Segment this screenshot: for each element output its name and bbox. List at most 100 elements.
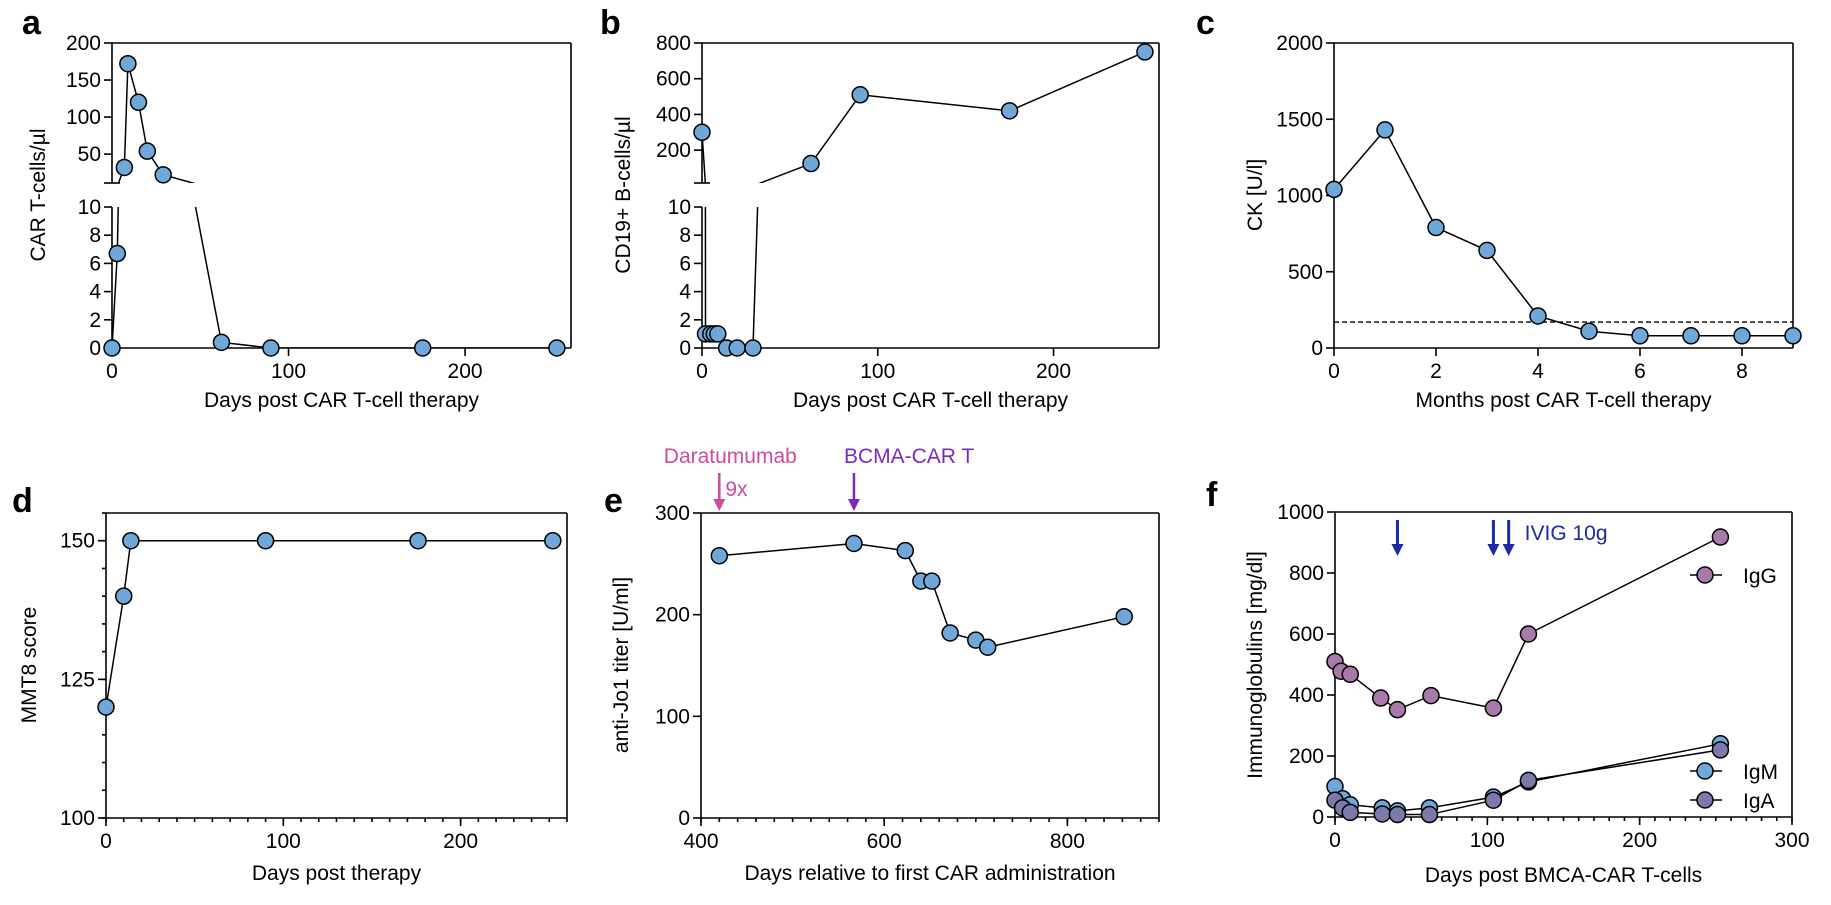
data-point (744, 339, 762, 357)
data-point (544, 531, 562, 550)
y-tick-label: 200 (1289, 745, 1324, 768)
y-tick-label: 150 (60, 530, 95, 553)
x-tick-label: 0 (1329, 829, 1341, 852)
annotation-label: IVIG 10g (1525, 522, 1608, 545)
arrow-head-icon (713, 499, 726, 511)
y-axis-title: CAR T-cells/µl (27, 128, 50, 261)
data-point (115, 158, 134, 177)
x-axis-title: Months post CAR T-cell therapy (1415, 389, 1712, 412)
y-tick-label: 2 (89, 309, 101, 332)
data-point (845, 534, 863, 553)
x-tick-label: 400 (683, 830, 718, 853)
series-line-cd19-b-cells (701, 51, 1146, 183)
data-point (710, 546, 729, 565)
x-tick-label: 200 (443, 830, 478, 853)
data-point (1784, 327, 1802, 345)
y-tick-label: 0 (89, 337, 101, 360)
data-point (103, 339, 121, 357)
y-tick-label: 400 (1289, 684, 1324, 707)
x-tick-label: 100 (271, 360, 306, 383)
data-point (1341, 665, 1359, 684)
data-point (119, 54, 137, 73)
y-tick-label: 500 (1288, 261, 1323, 284)
x-tick-label: 0 (696, 360, 708, 383)
legend-label: IgA (1743, 790, 1775, 813)
data-point (1371, 689, 1390, 707)
panel-b: b 0 2 4 6 8 10 200 400 600 800 0 100 200 Days post CAR… (600, 4, 1160, 412)
y-tick-label: 2000 (1276, 32, 1323, 55)
y-axis-title: CK [U/l] (1244, 159, 1267, 231)
x-tick-label: 200 (1036, 360, 1071, 383)
y-tick-label: 50 (78, 143, 101, 166)
data-point (1711, 528, 1730, 546)
data-point (1682, 327, 1700, 345)
data-point (851, 86, 869, 104)
panel-e: e 0 100 200 300 400 600 800 Days relative to fir… (604, 445, 1160, 885)
y-tick-label: 200 (656, 139, 691, 162)
data-point (1388, 805, 1407, 824)
x-axis-title: Days post BMCA-CAR T-cells (1425, 864, 1702, 887)
data-point (97, 698, 115, 716)
data-point (1427, 218, 1445, 237)
legend-label: IgG (1743, 565, 1777, 588)
legend-marker (1696, 762, 1714, 780)
data-point (1478, 241, 1496, 260)
data-point (154, 166, 172, 184)
arrow-head-icon (847, 499, 860, 511)
y-tick-label: 600 (1289, 623, 1324, 646)
y-tick-label: 8 (679, 224, 691, 247)
data-point (802, 154, 820, 173)
data-point (108, 244, 127, 263)
x-tick-label: 0 (106, 360, 118, 383)
arrow-head-icon (1502, 544, 1515, 556)
data-point (923, 572, 941, 590)
y-tick-label: 8 (89, 224, 101, 247)
x-tick-label: 8 (1736, 360, 1748, 383)
x-tick-label: 0 (1328, 360, 1340, 383)
data-point (1422, 686, 1440, 705)
y-tick-label: 6 (679, 252, 691, 275)
legend-marker (1696, 791, 1714, 809)
series-line-cd19-b-cells (704, 207, 759, 348)
legend-marker (1696, 566, 1714, 584)
x-axis-title: Days post therapy (252, 862, 422, 885)
data-point (256, 531, 275, 550)
data-point (978, 638, 997, 656)
x-tick-label: 300 (1774, 829, 1809, 852)
panel-letter: c (1196, 4, 1215, 42)
x-axis-title: Days post CAR T-cell therapy (204, 389, 480, 412)
annotation-label: Daratumumab (664, 445, 797, 468)
data-point (548, 339, 566, 357)
arrow-head-icon (1391, 544, 1404, 556)
data-point (1484, 699, 1503, 717)
y-tick-label: 100 (66, 106, 101, 129)
y-tick-label: 800 (656, 32, 691, 55)
panel-f: f 0 200 400 600 800 1000 0 100 200 300 Days post BM… (1206, 476, 1810, 887)
y-tick-label: 0 (1312, 806, 1324, 829)
y-tick-label: 300 (655, 502, 690, 525)
x-tick-label: 200 (448, 360, 483, 383)
x-tick-label: 6 (1634, 360, 1646, 383)
data-point (1136, 43, 1154, 61)
data-point (262, 339, 280, 357)
panel-c: c 0 500 1000 1500 2000 0 2 4 6 8 Months post CAR T-… (1196, 4, 1802, 412)
series-line-car-t-cells (117, 63, 196, 183)
panel-letter: b (600, 4, 621, 42)
y-axis-title: Immunoglobulins [mg/dl] (1244, 551, 1267, 779)
annotation-sublabel: 9x (725, 478, 748, 501)
y-tick-label: 4 (679, 281, 691, 304)
x-tick-label: 4 (1532, 360, 1544, 383)
y-tick-label: 4 (89, 281, 101, 304)
x-tick-label: 800 (1050, 830, 1085, 853)
x-tick-label: 100 (266, 830, 301, 853)
x-tick-label: 100 (860, 360, 895, 383)
data-point (1000, 102, 1019, 120)
data-point (1519, 625, 1538, 643)
data-point (1711, 741, 1730, 759)
y-axis-title: CD19+ B-cells/µl (612, 116, 635, 273)
data-point (1631, 327, 1649, 345)
panel-letter: d (12, 482, 33, 520)
y-tick-label: 6 (89, 252, 101, 275)
data-point (212, 333, 231, 352)
